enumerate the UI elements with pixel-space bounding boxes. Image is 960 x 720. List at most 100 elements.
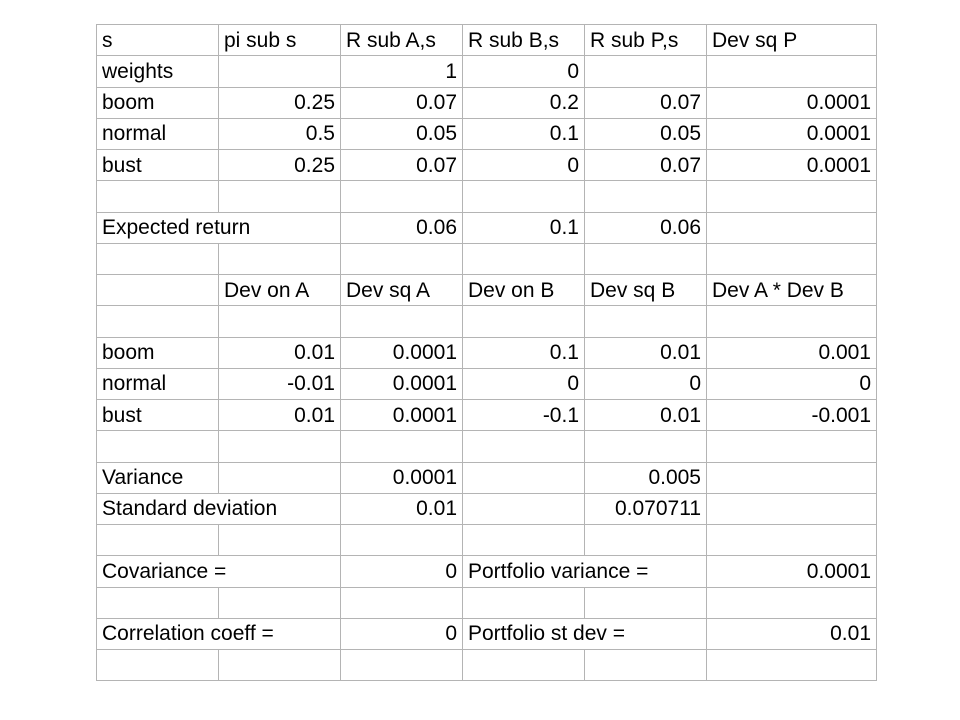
table-cell	[584, 242, 707, 276]
table-cell	[340, 180, 463, 213]
table-cell: 0.01	[218, 336, 341, 369]
table-row: Correlation coeff = 0 Portfolio st dev = 0.…	[96, 617, 877, 651]
table-row: Dev on A Dev sq A Dev on B Dev sq B Dev A * …	[96, 273, 877, 307]
table-cell	[584, 180, 707, 213]
table-cell: 0.25	[218, 148, 341, 182]
table-row	[96, 648, 877, 682]
table-cell: Portfolio variance =	[462, 555, 707, 588]
table-cell: 0.0001	[340, 336, 463, 369]
table-cell	[462, 180, 585, 213]
table-cell: s	[96, 23, 219, 57]
table-cell: Covariance =	[96, 555, 341, 588]
table-cell	[340, 305, 463, 338]
table-cell	[218, 242, 341, 276]
table-cell	[462, 305, 585, 338]
table-cell: 0	[340, 617, 463, 651]
table-cell	[706, 586, 877, 619]
table-cell	[706, 430, 877, 463]
table-cell: Dev on B	[462, 273, 585, 307]
table-cell: normal	[96, 367, 219, 401]
table-cell	[218, 430, 341, 463]
table-cell	[584, 430, 707, 463]
table-row	[96, 523, 877, 557]
table-cell	[340, 430, 463, 463]
table-cell: 0.05	[340, 117, 463, 151]
table-cell: 0.070711	[584, 492, 707, 526]
table-row: Variance 0.0001 0.005	[96, 461, 877, 494]
table-cell	[706, 461, 877, 494]
table-cell: R sub P,s	[584, 23, 707, 57]
table-cell: 0.0001	[706, 117, 877, 151]
table-cell	[706, 242, 877, 276]
table-cell	[340, 242, 463, 276]
table-cell: 1	[340, 55, 463, 88]
table-cell: 0.06	[340, 211, 463, 244]
table-cell	[96, 305, 219, 338]
table-cell: 0.0001	[340, 461, 463, 494]
table-cell: Correlation coeff =	[96, 617, 341, 651]
table-cell	[96, 586, 219, 619]
table-row	[96, 180, 877, 213]
table-row: boom 0.01 0.0001 0.1 0.01 0.001	[96, 336, 877, 369]
table-row: Covariance = 0 Portfolio variance = 0.0001	[96, 555, 877, 588]
table-cell: R sub B,s	[462, 23, 585, 57]
table-cell: 0.06	[584, 211, 707, 244]
table-cell	[706, 305, 877, 338]
table-cell: R sub A,s	[340, 23, 463, 57]
table-cell: 0.005	[584, 461, 707, 494]
table-row	[96, 586, 877, 619]
table-cell	[340, 586, 463, 619]
table-cell	[462, 586, 585, 619]
table-cell	[96, 273, 219, 307]
table-cell	[706, 492, 877, 526]
table-cell: -0.1	[462, 398, 585, 432]
table-cell: 0.01	[706, 617, 877, 651]
table-cell: bust	[96, 148, 219, 182]
table-cell: 0	[462, 148, 585, 182]
table-cell: 0.25	[218, 86, 341, 119]
table-cell: 0.01	[584, 336, 707, 369]
table-cell: -0.001	[706, 398, 877, 432]
table-row: Standard deviation 0.01 0.070711	[96, 492, 877, 526]
table-cell	[462, 492, 585, 526]
table-cell	[96, 523, 219, 557]
table-cell: 0.01	[218, 398, 341, 432]
table-cell	[218, 586, 341, 619]
table-cell: bust	[96, 398, 219, 432]
table-cell: 0	[584, 367, 707, 401]
table-cell: 0.5	[218, 117, 341, 151]
table-row: bust 0.25 0.07 0 0.07 0.0001	[96, 148, 877, 182]
table-cell	[584, 305, 707, 338]
table-cell: Dev sq P	[706, 23, 877, 57]
table-row: weights 1 0	[96, 55, 877, 88]
table-cell: Dev A * Dev B	[706, 273, 877, 307]
table-cell	[218, 305, 341, 338]
table-cell	[96, 242, 219, 276]
table-cell	[706, 55, 877, 88]
table-cell: 0	[462, 55, 585, 88]
table-cell	[96, 180, 219, 213]
table-cell	[706, 211, 877, 244]
table-row: Expected return 0.06 0.1 0.06	[96, 211, 877, 244]
table-cell	[218, 55, 341, 88]
table-cell: Expected return	[96, 211, 341, 244]
table-cell	[218, 523, 341, 557]
table-cell	[462, 648, 585, 682]
table-cell	[584, 55, 707, 88]
table-cell: boom	[96, 336, 219, 369]
table-cell	[584, 586, 707, 619]
table-cell: Portfolio st dev =	[462, 617, 707, 651]
table-cell: 0.1	[462, 336, 585, 369]
table-cell	[462, 430, 585, 463]
table-cell: 0.1	[462, 117, 585, 151]
table-cell: 0.07	[584, 148, 707, 182]
table-cell	[706, 180, 877, 213]
table-cell: 0.0001	[706, 555, 877, 588]
table-cell: 0.05	[584, 117, 707, 151]
table-cell	[462, 523, 585, 557]
table-cell: 0.0001	[706, 86, 877, 119]
table-cell	[462, 242, 585, 276]
table-cell: Dev sq B	[584, 273, 707, 307]
